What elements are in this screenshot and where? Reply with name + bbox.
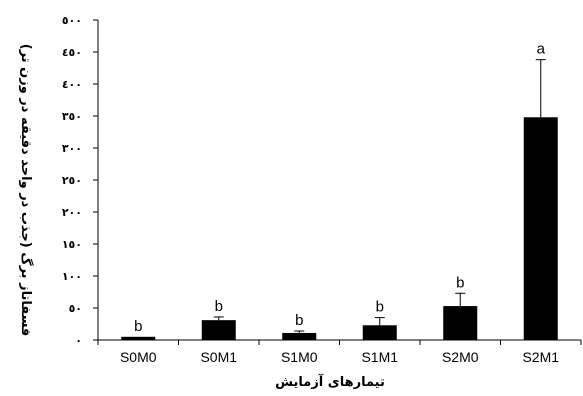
x-axis-title: تیمارهای آزمایش [275, 373, 385, 390]
y-tick-label: ٠ [75, 334, 82, 347]
significance-label: b [295, 312, 303, 329]
y-axis-ticks: ٠ ٥٠ ١٠٠ ١٥٠ ٢٠٠ ٢٥٠ ٣٠٠ ٣٥٠ ٤٠٠ ٤٥٠ ٥٠٠ [62, 14, 98, 347]
significance-label: b [215, 298, 223, 315]
y-tick-label: ٥٠٠ [62, 14, 82, 27]
bar [201, 320, 236, 340]
y-tick-label: ٢٥٠ [62, 174, 82, 187]
bar [121, 336, 156, 340]
x-tick-label: S2M1 [522, 349, 559, 365]
x-tick-label: S0M0 [120, 349, 157, 365]
x-tick-label: S0M1 [200, 349, 237, 365]
error-bars [213, 59, 546, 333]
x-tick-label: S2M0 [442, 349, 479, 365]
bars [121, 117, 558, 340]
y-tick-label: ٥٠ [69, 302, 82, 315]
y-tick-label: ١٠٠ [62, 270, 82, 283]
y-tick-label: ٣٠٠ [62, 142, 82, 155]
bar [362, 325, 397, 340]
y-tick-label: ٣٥٠ [62, 110, 82, 123]
y-tick-label: ٢٠٠ [62, 206, 82, 219]
significance-labels: b b b b b a [134, 41, 546, 335]
y-axis-title: فسفاتاز برگ (جذب در واحد دقیقه در وزن تر… [18, 44, 35, 337]
y-tick-label: ٤٠٠ [62, 78, 82, 91]
y-tick-label: ١٥٠ [62, 238, 82, 251]
significance-label: b [134, 318, 142, 335]
y-tick-label: ٤٥٠ [62, 46, 82, 59]
bar [523, 117, 558, 340]
x-tick-label: S1M1 [361, 349, 398, 365]
significance-label: b [456, 274, 464, 291]
bar [443, 306, 478, 340]
bar [282, 332, 317, 340]
significance-label: b [376, 299, 384, 316]
x-axis-ticks: S0M0 S0M1 S1M0 S1M1 S2M0 S2M1 [97, 340, 582, 365]
significance-label: a [537, 41, 546, 58]
x-tick-label: S1M0 [281, 349, 318, 365]
